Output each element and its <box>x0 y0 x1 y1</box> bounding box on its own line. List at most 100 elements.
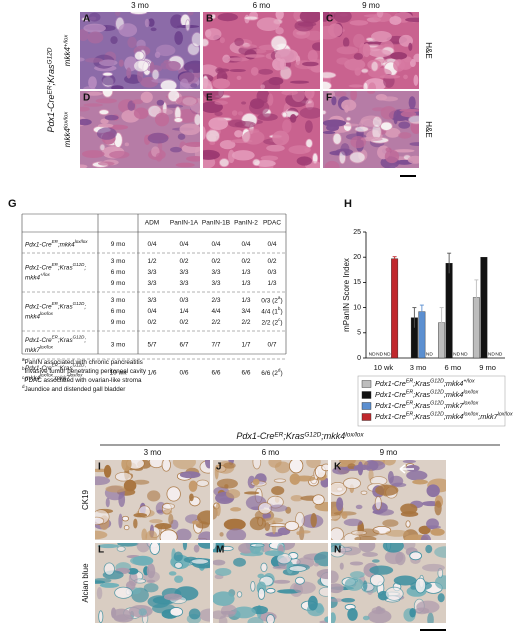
tissue-structure <box>370 61 379 72</box>
text-part: lox/lox <box>70 373 84 378</box>
tissue-structure <box>133 512 148 518</box>
legend-label: Pdx1-CreER;KrasG12D;mkk4+/lox <box>375 379 475 388</box>
legend-swatch <box>361 402 372 410</box>
footnote-mark: a <box>22 357 25 362</box>
table-header: PanIN-1A <box>170 220 199 227</box>
legend-box <box>357 375 506 427</box>
text-part: ;Kras <box>413 401 430 410</box>
tissue-structure <box>323 109 327 115</box>
age-label: 9 mo <box>111 241 126 248</box>
tissue-structure <box>234 37 244 47</box>
tissue-structure <box>434 546 446 558</box>
table-cell: 0/6 <box>179 370 188 377</box>
tissue-structure <box>385 147 392 153</box>
table-cell: 2/3 <box>211 297 220 304</box>
text-part: ;mkk4 <box>444 412 463 421</box>
tissue-structure <box>216 478 238 489</box>
text-part: ; <box>84 303 86 310</box>
table-cell: 0/4 <box>147 308 156 315</box>
footnote-mark: b <box>22 366 25 371</box>
tissue-structure <box>331 570 339 584</box>
tissue-structure <box>114 586 133 599</box>
tissue-structure <box>193 544 200 553</box>
text-part: ER <box>52 335 59 340</box>
tissue-structure <box>99 143 106 152</box>
tissue-structure <box>347 463 356 470</box>
text-part: d <box>278 368 281 373</box>
tissue-structure <box>156 99 165 106</box>
tissue-structure <box>191 31 200 48</box>
tissue-structure <box>354 535 377 540</box>
column-label: 9 mo <box>380 448 398 457</box>
tissue-structure <box>102 71 113 77</box>
table-cell: 6/6 <box>211 370 220 377</box>
tissue-structure <box>236 75 242 81</box>
tissue-structure <box>371 31 392 43</box>
table-cell: 3/3 <box>179 269 188 276</box>
tissue-structure <box>148 460 165 469</box>
tissue-structure <box>174 575 184 583</box>
tissue-structure <box>95 516 105 526</box>
text-part: ER <box>406 390 414 396</box>
tissue-structure <box>88 76 97 89</box>
tissue-structure <box>342 123 360 127</box>
tissue-structure <box>340 143 350 156</box>
tissue-structure <box>213 543 217 551</box>
tissue-structure <box>132 99 143 105</box>
age-label: 6 mo <box>111 308 126 315</box>
tissue-structure <box>241 101 247 105</box>
tissue-structure <box>162 503 175 510</box>
y-tick-label: 0 <box>357 355 361 362</box>
bar <box>445 263 453 359</box>
tissue-structure <box>215 502 221 517</box>
table-cell: 0/4 <box>211 241 220 248</box>
table-cell: 4/4 <box>211 308 220 315</box>
tissue-structure <box>403 74 408 80</box>
tissue-structure <box>212 78 231 89</box>
tissue-structure <box>343 518 363 527</box>
tissue-structure <box>342 477 361 490</box>
age-label: 3 mo <box>111 258 126 265</box>
tissue-structure <box>237 111 244 116</box>
genotype-label: mkk7lox/lox <box>25 345 54 354</box>
legend-swatch <box>361 391 372 399</box>
table-cell: 3/3 <box>147 297 156 304</box>
tissue-structure <box>382 519 399 527</box>
tissue-structure <box>98 610 104 623</box>
tissue-structure <box>268 523 287 528</box>
tissue-structure <box>273 478 287 483</box>
text-part: G12D <box>304 431 321 438</box>
bar <box>391 258 399 359</box>
table-cell: 0/7 <box>267 342 276 349</box>
text-part: mkk4 <box>25 274 41 281</box>
column-label: 6 mo <box>253 1 271 10</box>
tissue-structure <box>187 12 194 16</box>
tissue-structure <box>243 491 260 495</box>
text-part: G12D <box>430 401 444 407</box>
tissue-image <box>213 543 328 623</box>
x-tick-label: 10 wk <box>374 363 394 372</box>
tissue-structure <box>179 471 201 479</box>
tissue-structure <box>144 18 150 28</box>
text-part: G12D <box>73 262 86 267</box>
text-part: Pdx1-Cre <box>25 303 52 310</box>
tissue-structure <box>382 543 404 553</box>
tissue-structure <box>189 493 194 502</box>
tissue-structure <box>228 149 235 164</box>
tissue-structure <box>154 112 170 127</box>
panel-letter: B <box>206 14 213 25</box>
tissue-structure <box>132 555 154 566</box>
tissue-structure <box>273 579 291 584</box>
text-part: G12D <box>46 47 53 64</box>
tissue-structure <box>155 152 163 162</box>
tissue-structure <box>242 130 265 145</box>
tissue-structure <box>130 12 148 15</box>
tissue-structure <box>97 161 115 166</box>
tissue-structure <box>250 66 259 76</box>
tissue-structure <box>134 50 145 61</box>
legend-swatch <box>361 413 372 421</box>
tissue-structure <box>375 484 399 496</box>
text-part: ; <box>84 264 86 271</box>
text-part: lox/lox <box>63 111 69 128</box>
value-label: ND <box>488 351 495 357</box>
